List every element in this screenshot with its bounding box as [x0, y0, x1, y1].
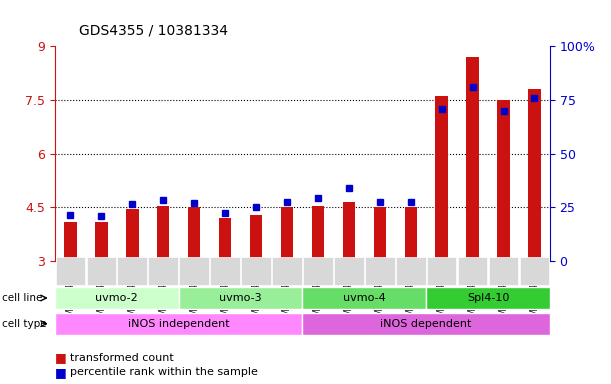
Bar [497, 100, 510, 261]
Text: transformed count: transformed count [70, 353, 174, 363]
Text: percentile rank within the sample: percentile rank within the sample [70, 367, 258, 377]
Bar [64, 222, 76, 261]
Text: iNOS independent: iNOS independent [128, 319, 230, 329]
Text: GDS4355 / 10381334: GDS4355 / 10381334 [79, 23, 229, 38]
Bar [157, 205, 169, 261]
Bar [281, 207, 293, 261]
Bar [250, 215, 262, 261]
Bar [126, 209, 139, 261]
Text: iNOS dependent: iNOS dependent [381, 319, 472, 329]
Text: Spl4-10: Spl4-10 [467, 293, 509, 303]
Bar [373, 207, 386, 261]
Text: uvmo-2: uvmo-2 [95, 293, 138, 303]
Bar [436, 96, 448, 261]
Text: uvmo-4: uvmo-4 [343, 293, 386, 303]
Text: cell type: cell type [2, 319, 47, 329]
Text: uvmo-3: uvmo-3 [219, 293, 262, 303]
Text: ■: ■ [55, 351, 67, 364]
Bar [188, 207, 200, 261]
Text: ■: ■ [55, 366, 67, 379]
Bar [95, 222, 108, 261]
Bar [466, 57, 479, 261]
Bar [312, 205, 324, 261]
Bar [529, 89, 541, 261]
Text: cell line: cell line [2, 293, 43, 303]
Bar [343, 202, 355, 261]
Bar [404, 207, 417, 261]
Bar [219, 218, 232, 261]
